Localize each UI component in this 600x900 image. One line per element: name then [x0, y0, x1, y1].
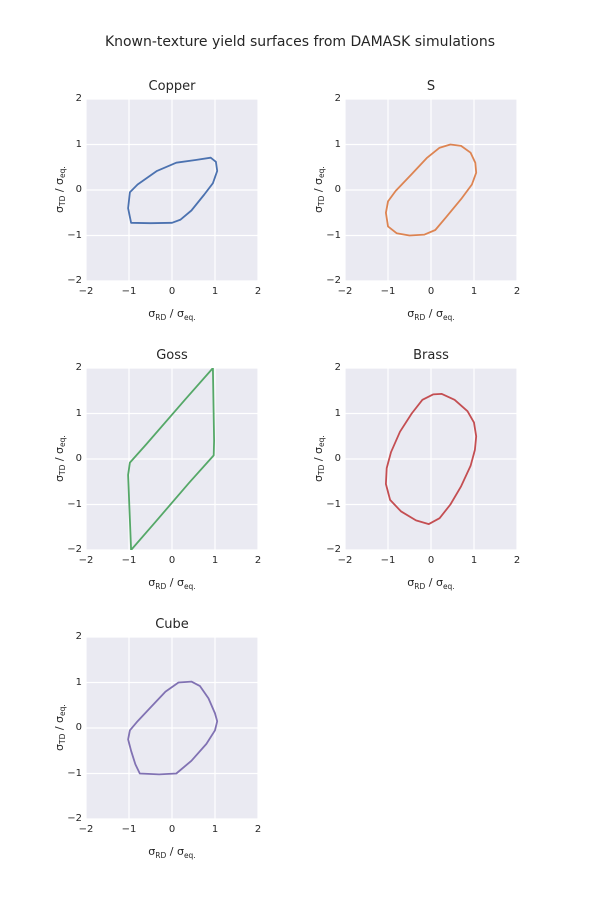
subplot-title: Goss — [156, 348, 188, 363]
y-tick-label: −1 — [67, 767, 82, 779]
y-tick-label: 2 — [334, 93, 341, 104]
plot-canvas — [86, 637, 258, 819]
x-tick-label: −2 — [78, 286, 94, 297]
subplot-title: Cube — [155, 617, 189, 632]
subplot-brass: Brass σTD / σeq. −2 −1 0 1 2 −2 −1 0 1 2 σRD / σ… — [295, 346, 535, 598]
yield-surface-curve — [385, 143, 478, 237]
y-tick-label: −2 — [326, 544, 341, 555]
x-tick-label: 0 — [427, 555, 435, 566]
x-axis-label: σRD / σeq. — [407, 576, 455, 592]
y-tick-label: −1 — [326, 498, 341, 510]
y-tick-label: 0 — [334, 453, 341, 464]
x-tick-label: 2 — [254, 286, 262, 297]
plot-area — [86, 637, 258, 819]
y-tick-label: 2 — [75, 362, 82, 373]
y-tick-label: 0 — [75, 184, 82, 195]
subplot-title: Copper — [148, 79, 196, 94]
x-tick-label: −1 — [380, 286, 396, 297]
x-tick-label: 1 — [470, 286, 478, 297]
subplot-title: Brass — [413, 348, 449, 363]
subplot-s: S σTD / σeq. −2 −1 0 1 2 −2 −1 0 1 2 σRD / σeq. — [295, 77, 535, 329]
y-tick-label: −1 — [67, 229, 82, 241]
x-tick-label: 2 — [513, 555, 521, 566]
x-axis-label: σRD / σeq. — [407, 307, 455, 323]
y-tick-label: 1 — [75, 138, 82, 150]
x-axis-label: σRD / σeq. — [148, 307, 196, 323]
y-tick-label: 0 — [75, 453, 82, 464]
plot-area — [86, 368, 258, 550]
x-tick-label: 1 — [211, 286, 219, 297]
x-tick-label: −1 — [121, 555, 137, 566]
subplot-cube: Cube σTD / σeq. −2 −1 0 1 2 −2 −1 0 1 2 σRD / σe… — [36, 615, 276, 867]
x-tick-label: 1 — [211, 555, 219, 566]
yield-surface-curve — [127, 368, 216, 550]
x-tick-label: 2 — [254, 555, 262, 566]
y-tick-label: 1 — [75, 407, 82, 419]
yield-surface-curve — [127, 156, 219, 225]
y-tick-label: 1 — [334, 138, 341, 150]
yield-surface-curve — [127, 680, 219, 776]
x-tick-label: 2 — [513, 286, 521, 297]
y-tick-label: −1 — [326, 229, 341, 241]
plot-area — [345, 99, 517, 281]
y-tick-label: −2 — [67, 275, 82, 286]
plot-area — [86, 99, 258, 281]
yield-surface-curve — [385, 392, 478, 526]
y-tick-label: −2 — [326, 275, 341, 286]
x-tick-label: −2 — [337, 555, 353, 566]
x-tick-label: 0 — [168, 824, 176, 835]
plot-canvas — [86, 99, 258, 281]
x-tick-label: −2 — [78, 555, 94, 566]
x-tick-label: −2 — [337, 286, 353, 297]
x-tick-label: 0 — [427, 286, 435, 297]
y-tick-label: 2 — [75, 93, 82, 104]
x-tick-label: 2 — [254, 824, 262, 835]
y-tick-label: 0 — [75, 722, 82, 733]
y-tick-label: −2 — [67, 813, 82, 824]
y-tick-label: −2 — [67, 544, 82, 555]
x-tick-label: 1 — [211, 824, 219, 835]
subplot-copper: Copper σTD / σeq. −2 −1 0 1 2 −2 −1 0 1 2 σRD / … — [36, 77, 276, 329]
y-tick-label: 1 — [75, 676, 82, 688]
x-tick-label: −2 — [78, 824, 94, 835]
x-tick-label: −1 — [121, 824, 137, 835]
x-tick-label: 0 — [168, 286, 176, 297]
x-tick-label: 0 — [168, 555, 176, 566]
x-tick-label: −1 — [121, 286, 137, 297]
x-axis-label: σRD / σeq. — [148, 576, 196, 592]
y-tick-label: 1 — [334, 407, 341, 419]
plot-canvas — [345, 99, 517, 281]
figure-title: Known-texture yield surfaces from DAMASK… — [104, 34, 496, 50]
x-axis-label: σRD / σeq. — [148, 845, 196, 861]
y-tick-label: 0 — [334, 184, 341, 195]
plot-canvas — [345, 368, 517, 550]
plot-area — [345, 368, 517, 550]
plot-canvas — [86, 368, 258, 550]
y-tick-label: 2 — [334, 362, 341, 373]
x-tick-label: 1 — [470, 555, 478, 566]
y-tick-label: −1 — [67, 498, 82, 510]
subplot-title: S — [426, 79, 436, 94]
subplot-goss: Goss σTD / σeq. −2 −1 0 1 2 −2 −1 0 1 2 σRD / σe… — [36, 346, 276, 598]
y-tick-label: 2 — [75, 631, 82, 642]
x-tick-label: −1 — [380, 555, 396, 566]
